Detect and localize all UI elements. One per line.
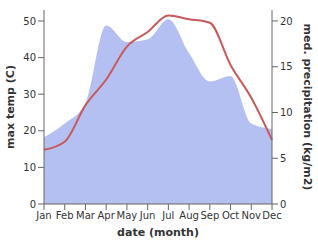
svg-text:Dec: Dec [262,210,281,221]
svg-text:20: 20 [280,16,293,27]
svg-text:50: 50 [23,16,36,27]
svg-text:0: 0 [30,199,36,210]
svg-text:med. precipitation (kg/m2): med. precipitation (kg/m2) [301,24,310,191]
svg-text:max temp (C): max temp (C) [8,65,17,149]
svg-text:30: 30 [23,89,36,100]
svg-text:Jan: Jan [35,210,51,221]
svg-text:10: 10 [280,107,293,118]
svg-text:5: 5 [280,153,286,164]
svg-text:Sep: Sep [200,210,219,221]
svg-text:Nov: Nov [242,210,262,221]
svg-text:10: 10 [23,162,36,173]
svg-text:Mar: Mar [76,210,96,221]
svg-text:May: May [117,210,138,221]
svg-text:Apr: Apr [98,210,116,221]
svg-text:20: 20 [23,125,36,136]
svg-text:date (month): date (month) [117,226,199,239]
svg-text:0: 0 [280,199,286,210]
svg-text:Oct: Oct [222,210,239,221]
svg-text:15: 15 [280,61,293,72]
svg-text:Jun: Jun [139,210,156,221]
svg-text:Aug: Aug [179,210,199,221]
svg-text:Feb: Feb [56,210,74,221]
svg-text:Jul: Jul [161,210,174,221]
svg-text:40: 40 [23,52,36,63]
